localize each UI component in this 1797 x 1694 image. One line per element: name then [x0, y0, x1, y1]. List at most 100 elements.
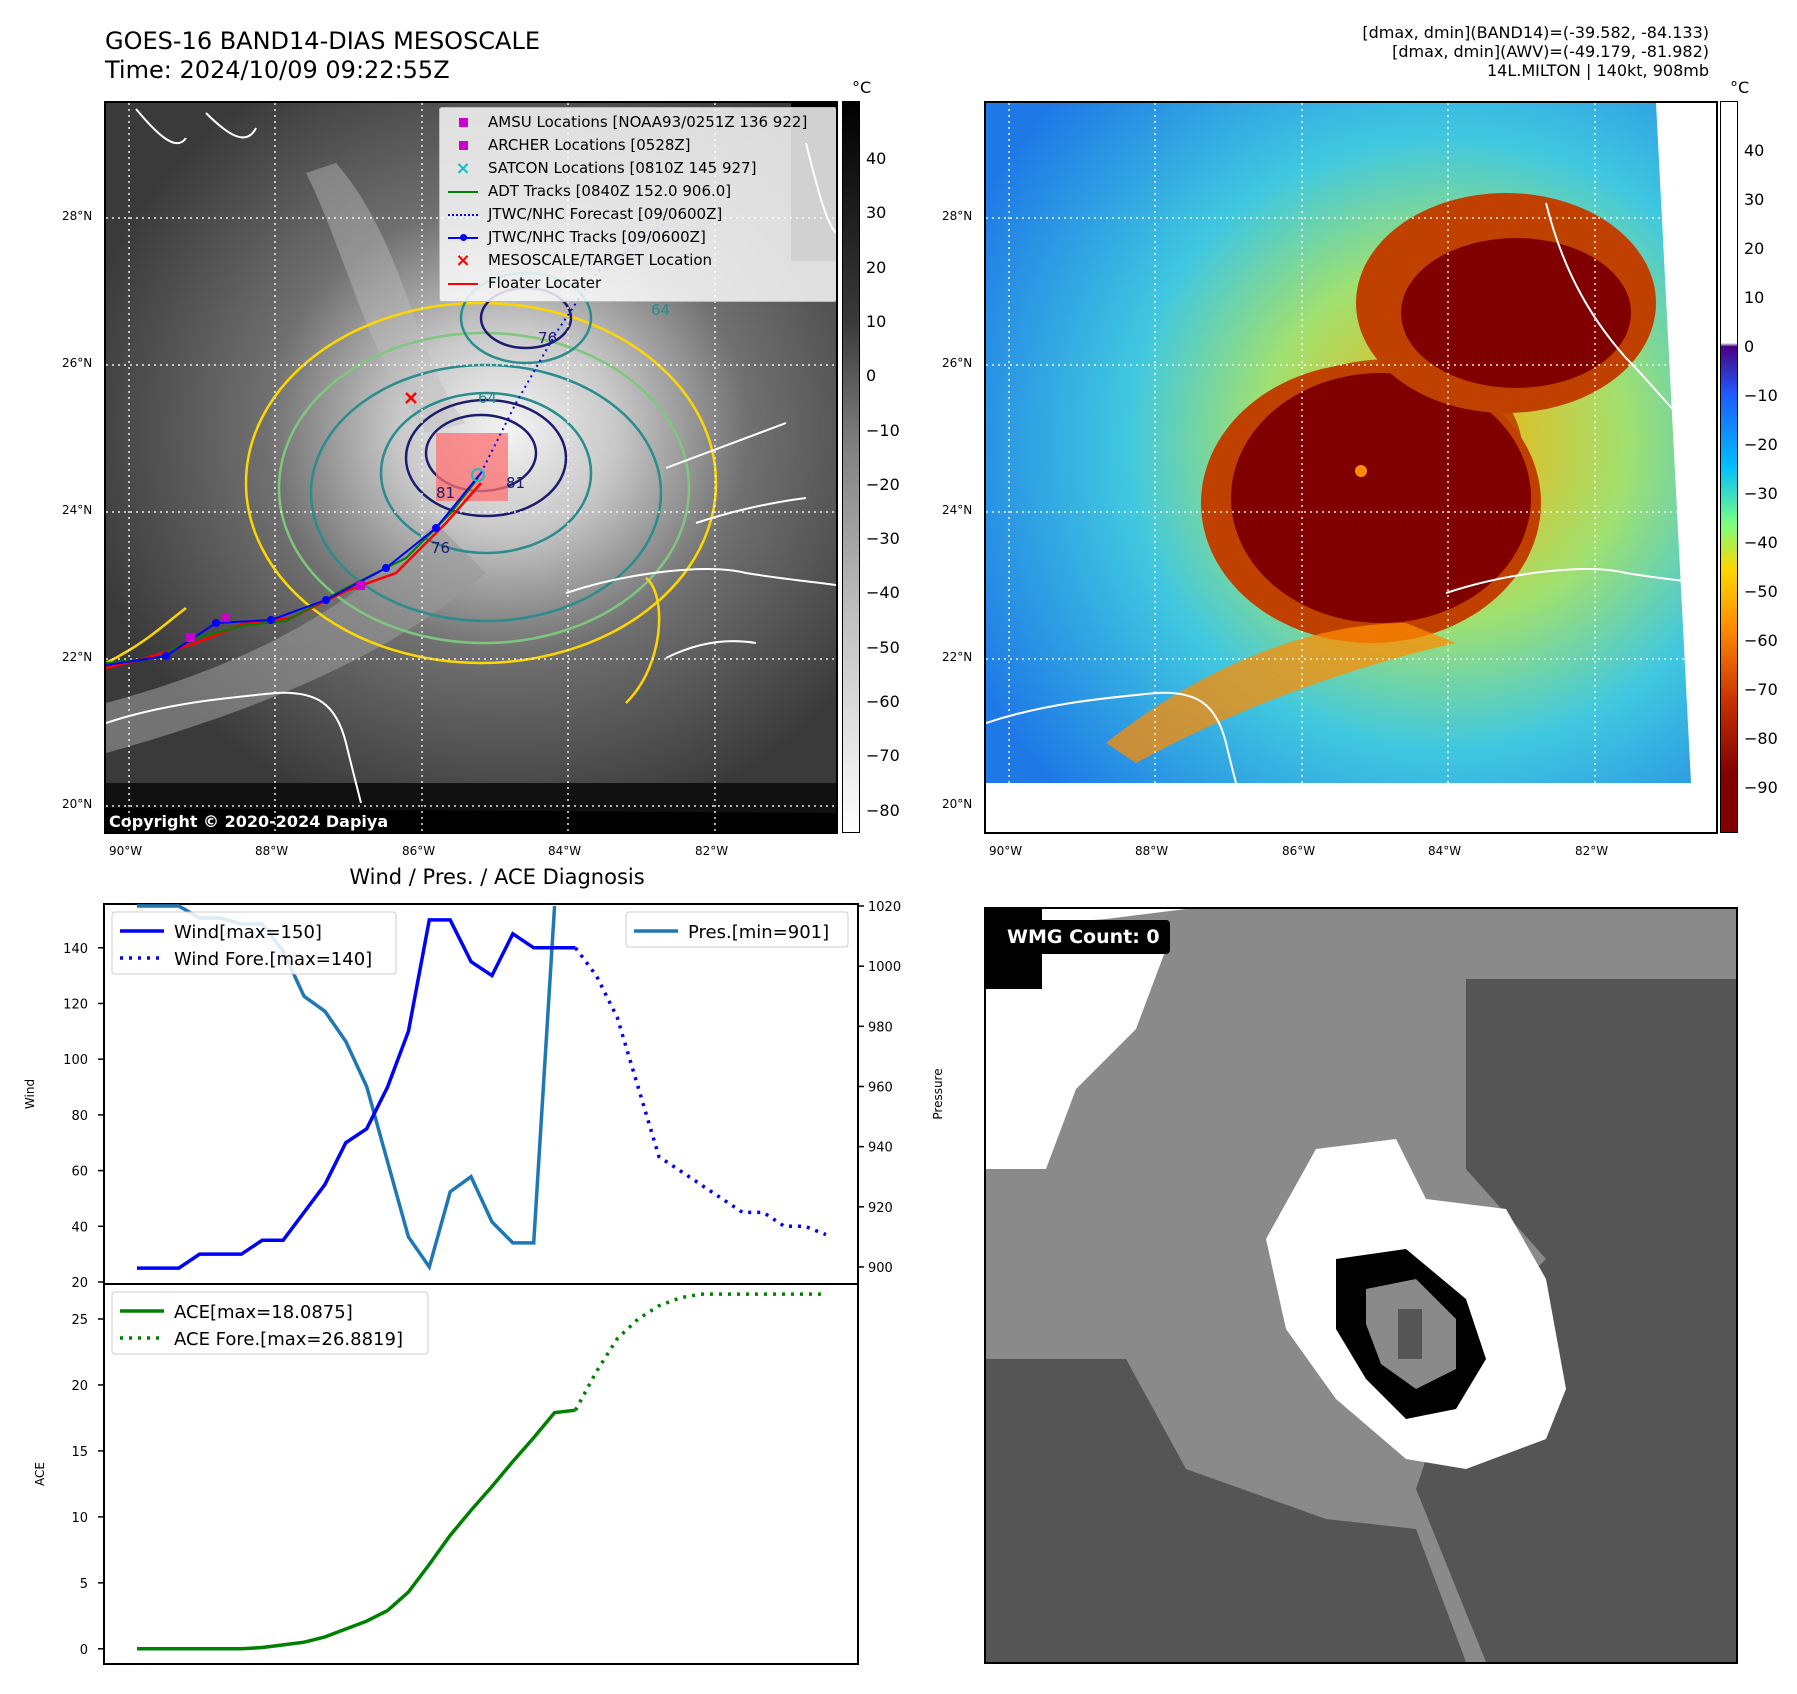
- legend-entry: JTWC/NHC Tracks [09/0600Z]: [446, 226, 706, 248]
- ace-axis-tick-label: 15: [71, 1445, 88, 1460]
- legend-entry: Floater Locater: [446, 272, 601, 294]
- latitude-label: 22°N: [62, 650, 93, 664]
- wind-axis-tick-label: 100: [63, 1053, 88, 1068]
- legend-swatch: ×: [455, 249, 471, 271]
- longitude-label: 90°W: [109, 844, 143, 858]
- wind-axis-tick-label: 80: [71, 1109, 88, 1124]
- legend-label: Wind Fore.[max=140]: [174, 949, 372, 970]
- wv-colorbar-unit: °C: [1730, 78, 1750, 97]
- legend-entry: ARCHER Locations [0528Z]: [446, 134, 691, 156]
- legend-label: ARCHER Locations [0528Z]: [488, 136, 691, 154]
- contour-label: 64: [478, 389, 497, 407]
- longitude-label: 82°W: [695, 844, 729, 858]
- colorbar-tick-label: −10: [866, 420, 900, 440]
- contour-label: 76: [538, 329, 557, 347]
- latitude-label: 24°N: [62, 503, 93, 517]
- pressure-axis-tick-label: 1000: [868, 960, 901, 975]
- ace-axis-tick-label: 25: [71, 1313, 88, 1328]
- colorbar-tick-label: −40: [1744, 533, 1778, 552]
- latitude-label: 22°N: [942, 650, 973, 664]
- colorbar-tick-label: 30: [866, 203, 887, 223]
- colorbar-tick-label: −60: [866, 692, 900, 711]
- legend-entry: AMSU Locations [NOAA93/0251Z 136 922]: [446, 111, 807, 133]
- ir-map-legend: AMSU Locations [NOAA93/0251Z 136 922] ARC…: [439, 107, 836, 302]
- colorbar-tick-label: −60: [1744, 631, 1778, 650]
- latitude-label: 20°N: [62, 797, 93, 811]
- info-line-3: 14L.MILTON | 140kt, 908mb: [1486, 61, 1709, 80]
- colorbar-tick-label: 0: [1744, 337, 1755, 356]
- wv-map-panel: [984, 101, 1718, 834]
- legend-entry: × MESOSCALE/TARGET Location: [446, 249, 712, 271]
- pressure-axis-tick-label: 900: [868, 1261, 893, 1276]
- colorbar-tick-label: −70: [866, 746, 900, 766]
- wind-axis-tick-label: 120: [63, 997, 88, 1012]
- ace-axis-label: ACE: [33, 1462, 47, 1486]
- longitude-label: 82°W: [1575, 844, 1609, 858]
- ace-series-line: [137, 1408, 576, 1651]
- colorbar-tick-label: −30: [866, 529, 900, 549]
- colorbar-tick-label: 20: [1744, 239, 1765, 258]
- legend-label: SATCON Locations [0810Z 145 927]: [488, 159, 757, 177]
- ir-colorbar: [842, 101, 860, 833]
- ir-map-panel: 64 76 76 64 81 81 Copyright © 2020-2024 …: [104, 101, 838, 834]
- legend-entry: ADT Tracks [0840Z 152.0 906.0]: [446, 180, 731, 202]
- wind-axis-tick-label: 20: [71, 1276, 88, 1291]
- legend-swatch: [446, 205, 480, 223]
- colorbar-tick-label: −70: [1744, 680, 1778, 699]
- latitude-label: 26°N: [942, 356, 973, 370]
- ace-axes: [103, 1283, 859, 1665]
- colorbar-tick-label: −30: [1744, 484, 1778, 503]
- colorbar-tick-label: −90: [1744, 778, 1778, 797]
- colorbar-tick-label: −40: [866, 583, 900, 603]
- wind-series-line: [137, 918, 576, 1270]
- pressure-axis-tick-label: 960: [868, 1080, 893, 1095]
- pressure-axis-tick-label: 940: [868, 1141, 893, 1156]
- title-line-1: GOES-16 BAND14-DIAS MESOSCALE: [105, 27, 541, 55]
- wmg-panel: WMG Count: 0: [984, 907, 1738, 1664]
- figure-title: GOES-16 BAND14-DIAS MESOSCALE Time: 2024…: [105, 27, 540, 85]
- colorbar-tick-label: 10: [1744, 288, 1765, 307]
- ace-axis-tick-label: 10: [71, 1511, 88, 1526]
- ace-legend: [111, 1291, 429, 1355]
- storm-info: [dmax, dmin](BAND14)=(-39.582, -84.133) …: [1362, 23, 1709, 80]
- colorbar-tick-label: 30: [1744, 190, 1765, 209]
- legend-label: Floater Locater: [488, 274, 602, 292]
- legend-swatch: [446, 228, 480, 246]
- pressure-axis-tick-label: 980: [868, 1020, 893, 1035]
- legend-swatch: [446, 136, 480, 154]
- contour-label: 76: [431, 539, 450, 557]
- colorbar-tick-label: −20: [866, 474, 900, 494]
- ace-axis-tick-label: 0: [80, 1643, 88, 1658]
- legend-label: Wind[max=150]: [174, 922, 322, 943]
- latitude-label: 26°N: [62, 356, 93, 370]
- wind-legend: [111, 911, 397, 975]
- legend-swatch: [446, 113, 480, 131]
- legend-entry: × SATCON Locations [0810Z 145 927]: [446, 157, 756, 179]
- wmg-count-badge: WMG Count: 0: [997, 920, 1170, 954]
- legend-swatch: [446, 182, 480, 200]
- latitude-label: 20°N: [942, 797, 973, 811]
- legend-label: ADT Tracks [0840Z 152.0 906.0]: [488, 182, 732, 200]
- legend-label: MESOSCALE/TARGET Location: [488, 251, 713, 269]
- pressure-axis-tick-label: 920: [868, 1201, 893, 1216]
- copyright-text: Copyright © 2020-2024 Dapiya: [109, 812, 388, 831]
- title-line-2: Time: 2024/10/09 09:22:55Z: [105, 56, 450, 84]
- pressure-legend: [625, 911, 849, 948]
- colorbar-tick-label: −80: [866, 800, 900, 820]
- longitude-label: 88°W: [1135, 844, 1169, 858]
- longitude-label: 90°W: [989, 844, 1023, 858]
- colorbar-tick-label: 10: [866, 311, 887, 331]
- legend-label: JTWC/NHC Forecast [09/0600Z]: [488, 205, 723, 223]
- latitude-label: 28°N: [62, 209, 93, 223]
- wind-axis-tick-label: 140: [63, 942, 88, 957]
- colorbar-tick-label: −20: [1744, 435, 1778, 454]
- latitude-label: 28°N: [942, 209, 973, 223]
- colorbar-tick-label: 40: [866, 149, 887, 168]
- colorbar-tick-label: −10: [1744, 386, 1778, 405]
- legend-entry: JTWC/NHC Forecast [09/0600Z]: [446, 203, 722, 225]
- pressure-series-line: [137, 904, 557, 1272]
- pressure-axis-tick-label: 1020: [868, 900, 901, 915]
- info-line-2: [dmax, dmin](AWV)=(-49.179, -81.982): [1392, 42, 1709, 61]
- colorbar-tick-label: −80: [1744, 729, 1778, 748]
- colorbar-tick-label: 40: [1744, 141, 1765, 160]
